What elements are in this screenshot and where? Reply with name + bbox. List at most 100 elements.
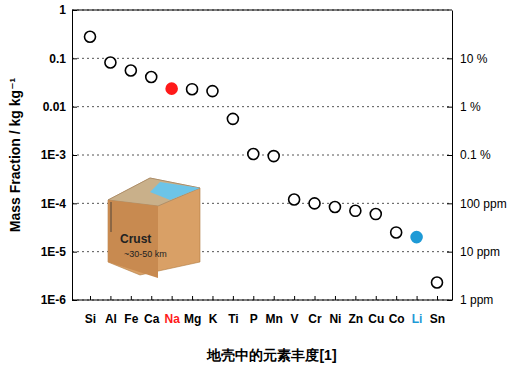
- tick-mark: [355, 296, 356, 300]
- tick: Fe: [124, 296, 138, 326]
- tick-mark: [131, 296, 132, 300]
- tick: 1E-6: [41, 293, 77, 307]
- tick-mark: [315, 296, 316, 300]
- tick: Li: [412, 296, 423, 326]
- tick-label: V: [291, 312, 299, 326]
- axis-line: [452, 11, 453, 301]
- tick-mark: [417, 296, 418, 300]
- point: [391, 227, 402, 238]
- tick-mark: [447, 58, 452, 59]
- point: [329, 201, 340, 212]
- frame: [72, 10, 452, 11]
- x-axis: SiAlFeCaNaMgKTiPMnVCrNiZnCuCoLiSn: [72, 296, 452, 326]
- point: [227, 113, 238, 124]
- tick-label: 1E-3: [41, 148, 67, 162]
- tick-label: 1E-5: [41, 245, 67, 259]
- tick: Sn: [430, 296, 445, 326]
- tick-mark: [233, 296, 234, 300]
- tick-label: Cr: [308, 312, 322, 326]
- annotation: Crust: [120, 232, 151, 246]
- point: [207, 86, 218, 97]
- point: [166, 83, 177, 94]
- point: [146, 72, 157, 83]
- point: [432, 277, 443, 288]
- tick-label: Co: [389, 312, 405, 326]
- tick-mark: [172, 296, 173, 300]
- grid-line: [72, 155, 452, 156]
- tick-label: Al: [105, 312, 117, 326]
- tick-mark: [447, 252, 452, 253]
- tick-mark: [437, 296, 438, 300]
- tick-label: Mn: [266, 312, 283, 326]
- tick: Mn: [266, 296, 283, 326]
- tick-mark: [72, 155, 77, 156]
- tick-label: 0.1: [49, 52, 66, 66]
- tick: Si: [85, 296, 96, 326]
- tick-mark: [72, 107, 77, 108]
- points: [85, 31, 443, 288]
- tick-label: 10 %: [460, 52, 488, 66]
- tick: 1E-5: [41, 245, 77, 259]
- point: [309, 198, 320, 209]
- axis-line: [72, 300, 452, 301]
- tick: Ti: [228, 296, 238, 326]
- tick: Cr: [308, 296, 322, 326]
- title: 地壳中的元素丰度[1]: [206, 347, 336, 363]
- tick: 100 ppm: [447, 197, 507, 211]
- tick: 1 ppm: [447, 293, 493, 307]
- tick-mark: [151, 296, 152, 300]
- tick-mark: [72, 10, 77, 11]
- annotation: ~30-50 km: [124, 249, 167, 259]
- point: [105, 57, 116, 68]
- tick-label: 1E-6: [41, 293, 67, 307]
- grid-line: [72, 58, 452, 59]
- grid-line: [72, 106, 452, 107]
- tick-mark: [192, 296, 193, 300]
- point: [187, 84, 198, 95]
- tick-label: 1 %: [460, 100, 481, 114]
- point: [268, 151, 279, 162]
- point: [411, 232, 422, 243]
- tick: 0.1 %: [447, 148, 491, 162]
- point: [350, 205, 361, 216]
- tick: 0.1: [49, 52, 77, 66]
- tick-mark: [447, 203, 452, 204]
- tick: Zn: [349, 296, 364, 326]
- y2-axis: 10 %1 %0.1 %100 ppm10 ppm1 ppm: [447, 11, 507, 308]
- tick: 1E-3: [41, 148, 77, 162]
- tick-mark: [396, 296, 397, 300]
- tick-label: Zn: [349, 312, 364, 326]
- tick: K: [209, 296, 218, 326]
- chart: Crust ~30-50 km 1 0.1 0.01 1E-3 1E-4 1E-5 1E-6 10…: [0, 0, 518, 374]
- tick-label: 100 ppm: [460, 197, 507, 211]
- tick-mark: [72, 58, 77, 59]
- tick: V: [291, 296, 299, 326]
- point: [125, 65, 136, 76]
- tick-mark: [253, 296, 254, 300]
- tick: Ca: [144, 296, 160, 326]
- y-label: Mass Fraction / kg kg⁻¹: [7, 77, 23, 232]
- grid-line: [72, 10, 452, 11]
- tick-label: Ti: [228, 312, 238, 326]
- tick: Ni: [329, 296, 341, 326]
- tick-label: Na: [164, 312, 180, 326]
- point: [289, 194, 300, 205]
- grid-line: [72, 300, 452, 301]
- tick-mark: [447, 155, 452, 156]
- tick-label: Fe: [124, 312, 138, 326]
- y-axis: 1 0.1 0.01 1E-3 1E-4 1E-5 1E-6: [41, 3, 77, 307]
- tick: Cu: [368, 296, 384, 326]
- tick-label: 1 ppm: [460, 293, 493, 307]
- tick: 0.01: [43, 100, 77, 114]
- crust-face: [108, 200, 158, 278]
- tick-label: Cu: [368, 312, 384, 326]
- tick-label: Ca: [144, 312, 160, 326]
- tick-mark: [335, 296, 336, 300]
- tick: 1: [59, 3, 77, 17]
- tick-mark: [90, 296, 91, 300]
- tick: 1E-4: [41, 197, 77, 211]
- tick-label: Sn: [430, 312, 445, 326]
- tick-mark: [212, 296, 213, 300]
- ocean: [150, 182, 200, 200]
- tick: 10 %: [447, 52, 488, 66]
